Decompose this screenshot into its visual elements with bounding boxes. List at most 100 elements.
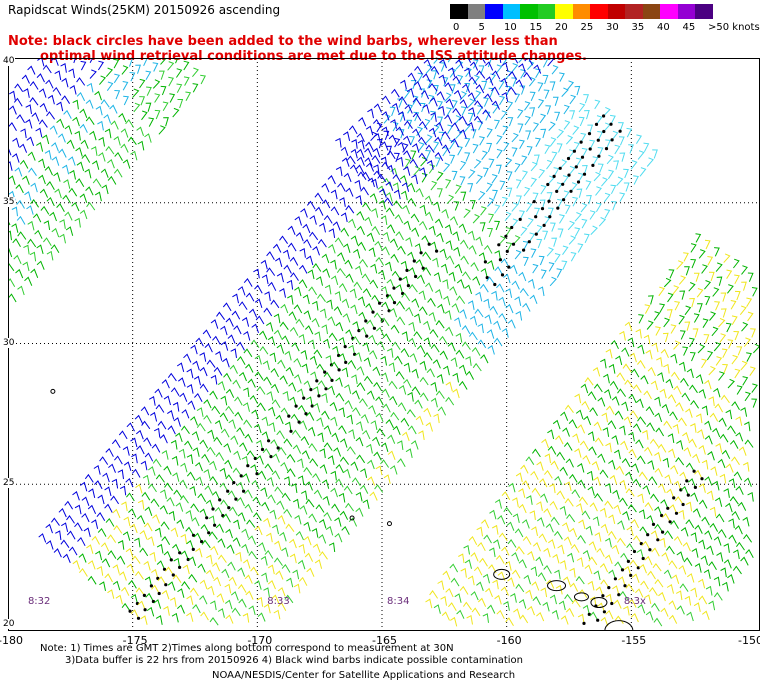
wind-barb xyxy=(536,611,545,622)
wind-barb xyxy=(294,216,302,226)
wind-barb xyxy=(343,172,352,183)
wind-barb xyxy=(742,516,750,527)
island-outline xyxy=(590,596,608,608)
wind-barb xyxy=(211,405,221,415)
wind-barb xyxy=(117,469,124,480)
wind-barb xyxy=(328,243,336,254)
contamination-circle xyxy=(498,258,502,262)
contamination-circle xyxy=(365,334,369,338)
wind-barb xyxy=(731,401,740,411)
wind-barb xyxy=(438,131,445,141)
wind-barb xyxy=(300,436,310,446)
wind-barb xyxy=(144,133,152,143)
wind-barb xyxy=(704,476,713,486)
wind-barb xyxy=(564,404,574,413)
contamination-circle xyxy=(607,586,611,590)
wind-barb xyxy=(61,522,69,533)
wind-barb xyxy=(338,407,345,417)
wind-barb xyxy=(444,114,453,124)
wind-barb xyxy=(72,99,79,110)
wind-barb xyxy=(615,355,623,366)
wind-barb xyxy=(295,318,305,328)
wind-barb xyxy=(444,82,453,92)
wind-barb xyxy=(339,197,346,207)
wind-barb xyxy=(437,188,443,198)
wind-barb xyxy=(624,379,634,388)
wind-barb xyxy=(209,460,217,471)
wind-barb xyxy=(380,141,389,151)
wind-barb xyxy=(357,139,365,150)
wind-barb xyxy=(419,204,427,215)
wind-barb xyxy=(169,597,177,607)
wind-barb xyxy=(322,268,331,278)
wind-barb xyxy=(143,560,151,571)
wind-barb xyxy=(443,295,451,306)
wind-barb xyxy=(199,383,209,393)
wind-barb xyxy=(271,594,280,604)
wind-barb xyxy=(506,171,513,181)
wind-barb xyxy=(734,290,741,301)
wind-barb xyxy=(662,513,671,523)
wind-barb xyxy=(703,334,710,344)
wind-barb xyxy=(254,580,262,590)
wind-barb xyxy=(412,112,422,122)
wind-barb xyxy=(511,552,520,562)
wind-barb xyxy=(327,175,336,185)
wind-barb xyxy=(113,73,121,84)
wind-barb xyxy=(373,381,382,391)
wind-barb xyxy=(338,492,346,503)
wind-barb xyxy=(549,594,557,605)
wind-barb xyxy=(302,294,310,305)
wind-barb xyxy=(361,171,371,181)
wind-barb xyxy=(467,575,475,586)
wind-barb xyxy=(732,565,742,575)
wind-barb xyxy=(685,519,695,528)
wind-barb xyxy=(251,479,260,490)
wind-barb xyxy=(548,121,556,131)
wind-barb xyxy=(150,411,158,422)
wind-barb xyxy=(434,136,443,146)
wind-barb xyxy=(222,357,230,368)
wind-barb xyxy=(662,457,670,468)
wind-barb xyxy=(524,101,531,111)
wind-barb xyxy=(562,576,571,586)
wind-barb xyxy=(599,563,609,573)
wind-barb xyxy=(199,595,208,605)
wind-barb xyxy=(414,65,423,75)
wind-barb xyxy=(403,362,411,373)
wind-barb xyxy=(559,560,567,570)
wind-barb xyxy=(327,455,335,466)
wind-barb xyxy=(505,288,513,298)
wind-barb xyxy=(411,298,420,308)
wind-barb xyxy=(269,352,277,363)
wind-barb xyxy=(488,213,495,224)
wind-barb xyxy=(287,225,296,235)
wind-barb xyxy=(219,412,229,422)
wind-barb xyxy=(381,301,390,311)
wind-barb xyxy=(428,94,435,105)
wind-barb xyxy=(569,567,576,578)
wind-barb xyxy=(569,473,578,483)
wind-barb xyxy=(551,65,559,75)
wind-barb xyxy=(167,409,175,420)
wind-barb xyxy=(110,120,119,130)
wind-barb xyxy=(480,354,489,364)
wind-barb xyxy=(133,102,141,113)
wind-barb xyxy=(452,388,460,399)
wind-barb xyxy=(177,99,184,109)
wind-barb xyxy=(559,159,568,169)
wind-barb xyxy=(317,380,327,390)
wind-barb xyxy=(644,594,652,605)
contamination-circle xyxy=(309,388,313,392)
wind-barb xyxy=(488,158,495,168)
wind-barb xyxy=(163,395,171,406)
wind-barb xyxy=(664,530,674,539)
wind-barb xyxy=(464,284,473,295)
legend-swatch xyxy=(625,4,643,19)
wind-barb xyxy=(237,512,246,522)
wind-barb xyxy=(497,515,506,525)
wind-barb xyxy=(486,142,493,153)
contamination-circle xyxy=(218,498,222,502)
wind-barb xyxy=(39,188,49,198)
wind-barb xyxy=(131,555,141,564)
